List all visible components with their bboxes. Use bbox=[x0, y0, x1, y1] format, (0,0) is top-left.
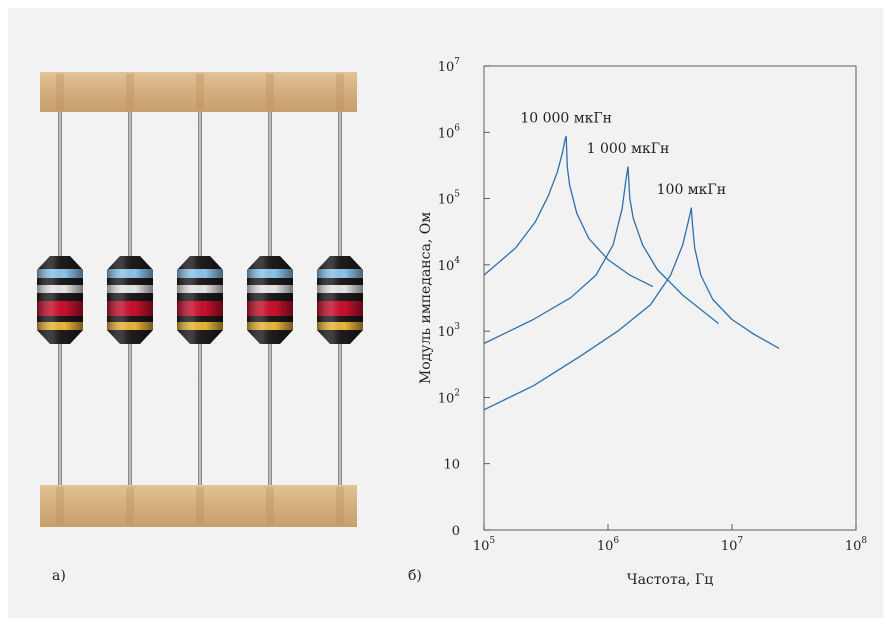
y-tick-label: 105 bbox=[438, 190, 461, 208]
tape-lead-bump bbox=[56, 487, 64, 525]
y-tick-label: 106 bbox=[438, 123, 461, 141]
body-shading bbox=[37, 256, 83, 344]
impedance-chart: 105 106 107 108 0 10 102 103 104 105 106 107 10 00… bbox=[418, 57, 867, 588]
tape-lead-bump bbox=[336, 487, 344, 525]
inductor-body bbox=[37, 256, 83, 344]
series-line-0 bbox=[483, 135, 654, 288]
tape-lead-bump bbox=[196, 74, 204, 110]
body-shading bbox=[247, 256, 293, 344]
y-tick-label: 103 bbox=[438, 322, 461, 340]
tape-lead-bump bbox=[336, 74, 344, 110]
caption-b: б) bbox=[408, 568, 422, 584]
y-tick-label: 102 bbox=[438, 388, 460, 406]
top-tape bbox=[40, 72, 357, 112]
x-tick-label: 108 bbox=[845, 536, 868, 554]
bottom-tape bbox=[40, 485, 357, 527]
inductor-body bbox=[177, 256, 223, 344]
body-shading bbox=[107, 256, 153, 344]
inductor-photo bbox=[37, 72, 363, 527]
series-annotation: 10 000 мкГн bbox=[520, 110, 612, 126]
caption-a: а) bbox=[52, 568, 66, 584]
body-shading bbox=[317, 256, 363, 344]
y-axis-label: Модуль импеданса, Ом bbox=[418, 212, 434, 384]
series-line-1 bbox=[483, 166, 720, 345]
inductor-body bbox=[317, 256, 363, 344]
tape-lead-bump bbox=[126, 74, 134, 110]
tape-lead-bump bbox=[126, 487, 134, 525]
x-tick-label: 105 bbox=[473, 536, 496, 554]
y-tick-label: 10 bbox=[443, 458, 460, 473]
plot-frame bbox=[483, 65, 857, 531]
tape-lead-bump bbox=[266, 74, 274, 110]
x-tick-label: 107 bbox=[721, 536, 744, 554]
series-annotation: 1 000 мкГн bbox=[587, 141, 670, 157]
x-tick-label: 106 bbox=[597, 536, 620, 554]
body-shading bbox=[177, 256, 223, 344]
y-tick-label: 107 bbox=[438, 57, 461, 75]
inductor-body bbox=[107, 256, 153, 344]
tape-lead-bump bbox=[56, 74, 64, 110]
series-lines bbox=[483, 135, 780, 411]
tape-lead-bump bbox=[196, 487, 204, 525]
y-tick-label: 104 bbox=[438, 256, 461, 274]
tape-lead-bump bbox=[266, 487, 274, 525]
x-axis-label: Частота, Гц bbox=[627, 572, 713, 588]
y-tick-label: 0 bbox=[452, 524, 460, 539]
series-line-2 bbox=[483, 207, 780, 411]
y-axis-ticks: 0 10 102 103 104 105 106 107 bbox=[438, 57, 490, 539]
series-annotations: 10 000 мкГн 1 000 мкГн 100 мкГн bbox=[520, 110, 726, 198]
inductor-body bbox=[247, 256, 293, 344]
x-axis-ticks: 105 106 107 108 bbox=[473, 524, 868, 554]
series-annotation: 100 мкГн bbox=[657, 182, 726, 198]
